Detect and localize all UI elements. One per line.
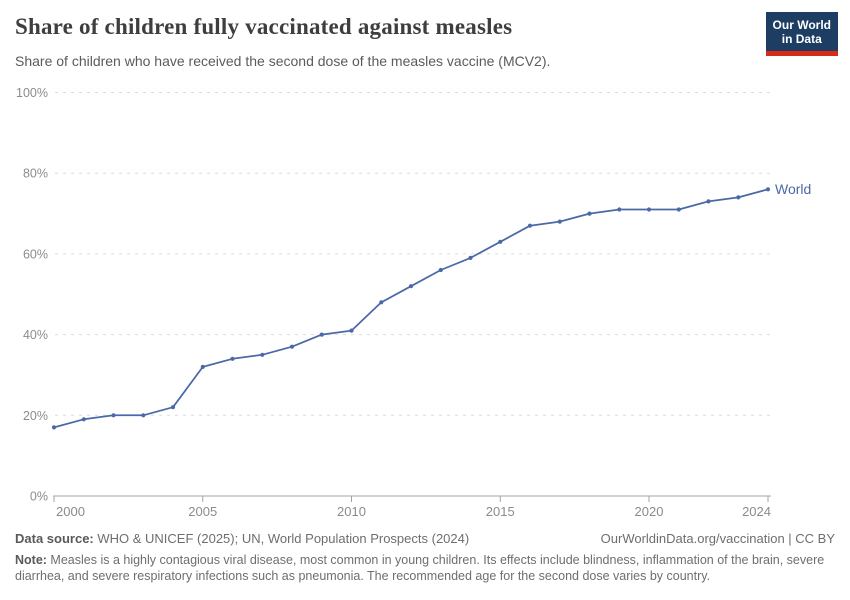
x-tick-label-2010: 2010	[337, 504, 366, 519]
data-point-2020[interactable]	[646, 207, 652, 212]
data-point-2013[interactable]	[438, 267, 443, 273]
data-point-2024[interactable]	[765, 187, 771, 192]
data-point-2018[interactable]	[587, 211, 592, 216]
data-point-2002[interactable]	[111, 413, 116, 418]
line-chart: 0% 20% 40% 60% 80% 100% 2000 2005 2010 2015 2020 20…	[16, 86, 811, 519]
data-point-2019[interactable]	[617, 207, 622, 212]
data-point-2011[interactable]	[379, 300, 384, 305]
chart-subtitle: Share of children who have received the …	[15, 53, 551, 69]
series-label-world[interactable]: World	[775, 181, 811, 197]
data-point-2009[interactable]	[319, 332, 324, 337]
data-point-2006[interactable]	[230, 356, 235, 361]
data-source: Data source: WHO & UNICEF (2025); UN, Wo…	[15, 531, 469, 546]
data-point-2007[interactable]	[260, 352, 265, 357]
data-point-2008[interactable]	[289, 344, 295, 349]
owid-logo-line2: in Data	[781, 32, 822, 46]
y-tick-label-0: 0%	[30, 490, 48, 504]
data-point-2015[interactable]	[498, 239, 503, 244]
x-tick-label-2020: 2020	[635, 504, 664, 519]
chart-footer: Data source: WHO & UNICEF (2025); UN, Wo…	[15, 531, 835, 584]
data-point-2014[interactable]	[468, 255, 473, 260]
y-tick-label-100: 100%	[16, 86, 48, 100]
y-tick-label-60: 60%	[23, 247, 48, 261]
data-point-2023[interactable]	[736, 195, 741, 200]
x-tick-label-2000: 2000	[56, 504, 85, 519]
data-point-2000[interactable]	[51, 425, 57, 430]
data-point-2010[interactable]	[349, 328, 354, 333]
y-tick-label-40: 40%	[23, 328, 48, 342]
data-point-2012[interactable]	[408, 284, 414, 289]
y-tick-label-80: 80%	[23, 167, 48, 181]
data-source-label: Data source:	[15, 531, 94, 546]
page-title: Share of children fully vaccinated again…	[15, 14, 513, 39]
note-text: Measles is a highly contagious viral dis…	[15, 553, 825, 583]
x-tick-label-2024: 2024	[742, 504, 771, 519]
data-point-2022[interactable]	[706, 199, 711, 204]
x-tick-label-2015: 2015	[486, 504, 515, 519]
owid-logo-line1: Our World	[772, 18, 831, 32]
source-row: Data source: WHO & UNICEF (2025); UN, Wo…	[15, 531, 835, 546]
data-point-2017[interactable]	[557, 219, 562, 224]
data-point-2004[interactable]	[170, 405, 176, 410]
data-point-2003[interactable]	[141, 413, 146, 418]
y-tick-label-20: 20%	[23, 409, 48, 423]
owid-logo[interactable]: Our World in Data	[765, 12, 838, 56]
x-tick-label-2005: 2005	[188, 504, 217, 519]
data-point-2021[interactable]	[676, 207, 681, 212]
data-source-text: WHO & UNICEF (2025); UN, World Populatio…	[93, 531, 470, 546]
world-line[interactable]	[53, 188, 769, 429]
data-point-2016[interactable]	[527, 223, 533, 228]
data-point-2005[interactable]	[200, 364, 205, 369]
chart-note: Note: Measles is a highly contagious vir…	[15, 552, 835, 584]
attribution-link[interactable]: OurWorldinData.org/vaccination | CC BY	[600, 531, 835, 546]
note-label: Note:	[15, 553, 47, 567]
data-point-2001[interactable]	[81, 417, 86, 422]
